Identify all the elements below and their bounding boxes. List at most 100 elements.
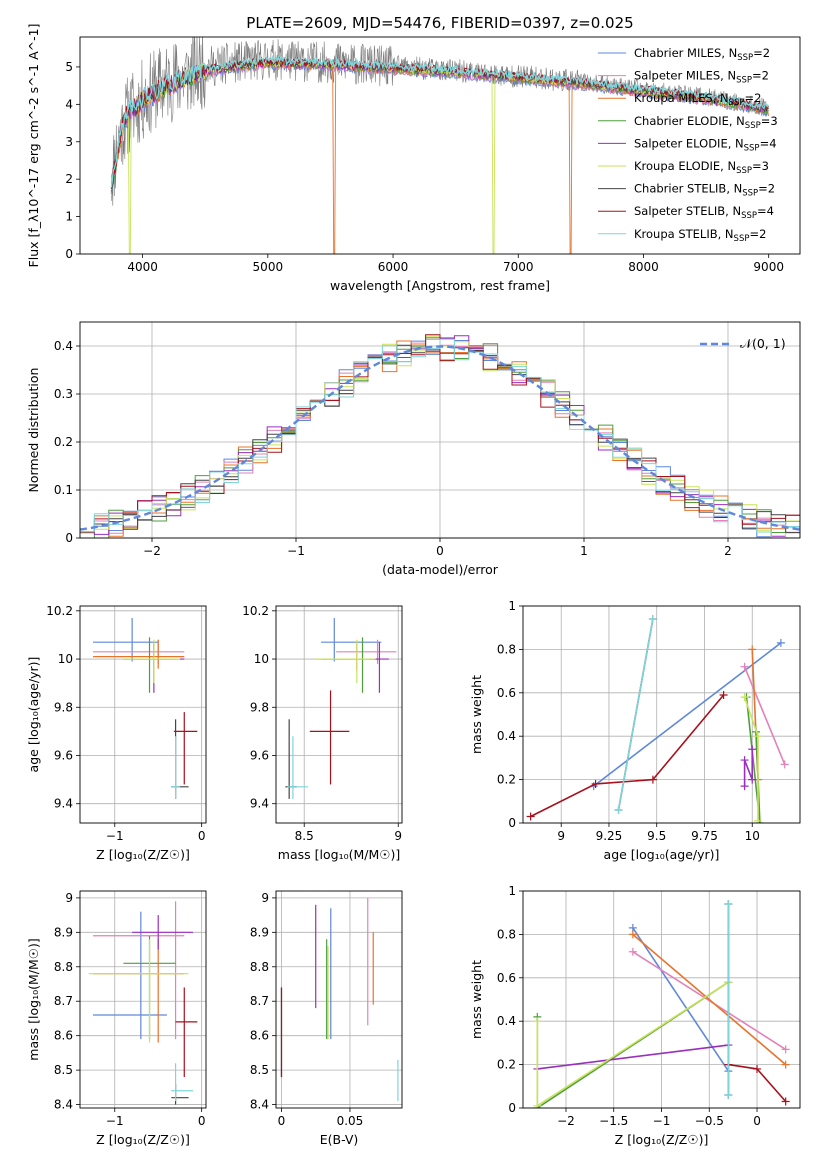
age_vs_mass-ytick-label: 10 [254, 652, 269, 666]
spectrum-ytick-label: 5 [65, 60, 73, 74]
weight-line [743, 666, 786, 765]
weight_vs_z-xtick-label: −1 [653, 1114, 671, 1128]
age_vs_z-ytick-label: 10.2 [46, 604, 73, 618]
weight-marker [781, 1097, 790, 1106]
age_vs_mass-xtick-label: 8.5 [295, 829, 314, 843]
legend-model-name: Salpeter STELIB, N [634, 204, 741, 218]
residuals-xtick-label: 1 [580, 544, 588, 558]
mass_vs_ebv-ytick-label: 8.5 [250, 1063, 269, 1077]
residuals-ytick-label: 0 [65, 531, 73, 545]
weight-line [593, 642, 782, 787]
mass_vs_ebv-xtick-label: 0 [278, 1114, 286, 1128]
weight-marker [648, 775, 657, 784]
mass_vs_z-ytick-label: 8.5 [54, 1063, 73, 1077]
mass_vs_z-plot [88, 901, 198, 1105]
legend-entry: Chabrier ELODIE, NSSP=3 [634, 114, 778, 131]
mass_vs_ebv-ytick-label: 8.7 [250, 994, 269, 1008]
mass_vs_z-xlabel: Z [log₁₀(Z/Z☉)] [96, 1132, 190, 1147]
weight_vs_age-ytick-label: 0.8 [497, 642, 516, 656]
spectrum-legend: Chabrier MILES, NSSP=2 Salpeter MILES, N S… [598, 46, 778, 244]
age_vs_z-plot [93, 618, 198, 799]
residuals-xtick-label: 2 [724, 544, 732, 558]
legend-model-name: Kroupa STELIB, N [634, 227, 734, 241]
residuals-ytick-label: 0.2 [54, 435, 73, 449]
legend-model-name: Chabrier STELIB, N [634, 182, 742, 196]
age_vs_mass-ytick-label: 9.6 [250, 748, 269, 762]
weight-marker [748, 645, 757, 654]
weight_vs_z-ylabel: mass weight [469, 960, 484, 1039]
weight_vs_z-xtick-label: −2 [557, 1114, 575, 1128]
age_vs_z-ylabel: age [log₁₀(age/yr)] [26, 657, 41, 773]
weight-marker [781, 1045, 790, 1054]
weight_vs_z-ytick-label: 0.2 [497, 1058, 516, 1072]
weight-line [530, 694, 725, 818]
weight_vs_age-xtick-label: 9.75 [691, 829, 718, 843]
weight-marker [533, 1101, 542, 1108]
weight-marker [780, 760, 789, 769]
mass_vs_ebv-ytick-label: 8.4 [250, 1098, 269, 1112]
residual-legend-label: 𝒩(0, 1) [740, 336, 786, 351]
spectrum-xtick-label: 8000 [628, 260, 659, 274]
spectrum-xtick-label: 5000 [253, 260, 284, 274]
mass_vs_ebv-xlabel: E(B-V) [320, 1132, 359, 1147]
legend-model-name: Kroupa MILES, N [634, 91, 729, 105]
age_vs_z-ytick-label: 10 [58, 652, 73, 666]
weight-marker [533, 1017, 542, 1026]
weight-marker [724, 900, 733, 909]
legend-model-name: Salpeter MILES, N [634, 69, 736, 83]
residuals-ylabel: Normed distribution [26, 368, 41, 493]
legend-entry: Chabrier STELIB, NSSP=2 [634, 182, 775, 199]
residuals-xtick-label: −2 [143, 544, 161, 558]
residuals-ytick-label: 0.4 [54, 339, 73, 353]
weight_vs_age-ytick-label: 0.4 [497, 729, 516, 743]
mass_vs_ebv-ytick-label: 9 [261, 891, 269, 905]
mass_vs_z-ytick-label: 8.4 [54, 1098, 73, 1112]
weight-marker [628, 947, 637, 956]
weight-line [632, 933, 787, 1066]
age_vs_z-ytick-label: 9.6 [54, 748, 73, 762]
weight_vs_z-ytick-label: 0 [508, 1101, 516, 1115]
weight_vs_age-plot [526, 615, 789, 823]
mass_vs_ebv-ytick-label: 8.6 [250, 1029, 269, 1043]
spectrum-ytick-label: 4 [65, 97, 73, 111]
weight-line [632, 927, 730, 1072]
spectrum-ylabel: Flux [f_λ10^-17 erg cm^-2 s^-1 A^-1] [26, 24, 41, 268]
weight_vs_z-xtick-label: 0 [753, 1114, 761, 1128]
weight-marker [753, 732, 762, 741]
weight-marker [526, 812, 535, 821]
mass_vs_z-frame [79, 890, 207, 1109]
weight-line [743, 749, 754, 787]
legend-entry: Kroupa STELIB, NSSP=2 [634, 227, 766, 244]
legend-model-name: Chabrier MILES, N [634, 46, 737, 60]
weight_vs_z-ytick-label: 0.4 [497, 1014, 516, 1028]
residuals-plot [80, 334, 800, 538]
age_vs_mass-xlabel: mass [log₁₀(M/M☉)] [278, 847, 400, 862]
age_vs_mass-ytick-label: 10.2 [242, 604, 269, 618]
weight_vs_age-xtick-label: 9.25 [596, 829, 623, 843]
weight-marker [776, 638, 785, 647]
spectrum-ytick-label: 0 [65, 247, 73, 261]
legend-entry: Salpeter ELODIE, NSSP=4 [634, 136, 777, 153]
weight_vs_z-plot [533, 900, 790, 1108]
age_vs_z-xlabel: Z [log₁₀(Z/Z☉)] [96, 847, 190, 862]
mass_vs_z-ytick-label: 8.6 [54, 1029, 73, 1043]
mass_vs_z-xtick-label: −1 [106, 1114, 124, 1128]
mass_vs_ebv-xtick-label: 0.05 [337, 1114, 364, 1128]
weight-line [617, 618, 654, 811]
weight-marker [591, 779, 600, 788]
age_vs_z-frame [79, 605, 207, 824]
spectrum-model-line [110, 58, 769, 191]
spectrum-model-line [110, 54, 769, 188]
age_vs_mass-ytick-label: 9.8 [250, 700, 269, 714]
weight_vs_age-ytick-label: 1 [508, 599, 516, 613]
residuals-ytick-label: 0.3 [54, 387, 73, 401]
residuals-xtick-label: 0 [436, 544, 444, 558]
residuals-xtick-label: −1 [287, 544, 305, 558]
mass_vs_ebv-ytick-label: 8.8 [250, 960, 269, 974]
mass_vs_z-ytick-label: 9 [65, 891, 73, 905]
spectrum-xtick-label: 4000 [127, 260, 158, 274]
mass_vs_ebv-ytick-label: 8.9 [250, 925, 269, 939]
weight_vs_age-xtick-label: 9 [557, 829, 565, 843]
legend-entry: Chabrier MILES, NSSP=2 [634, 46, 770, 63]
weight_vs_age-xlabel: age [log₁₀(age/yr)] [604, 847, 720, 862]
